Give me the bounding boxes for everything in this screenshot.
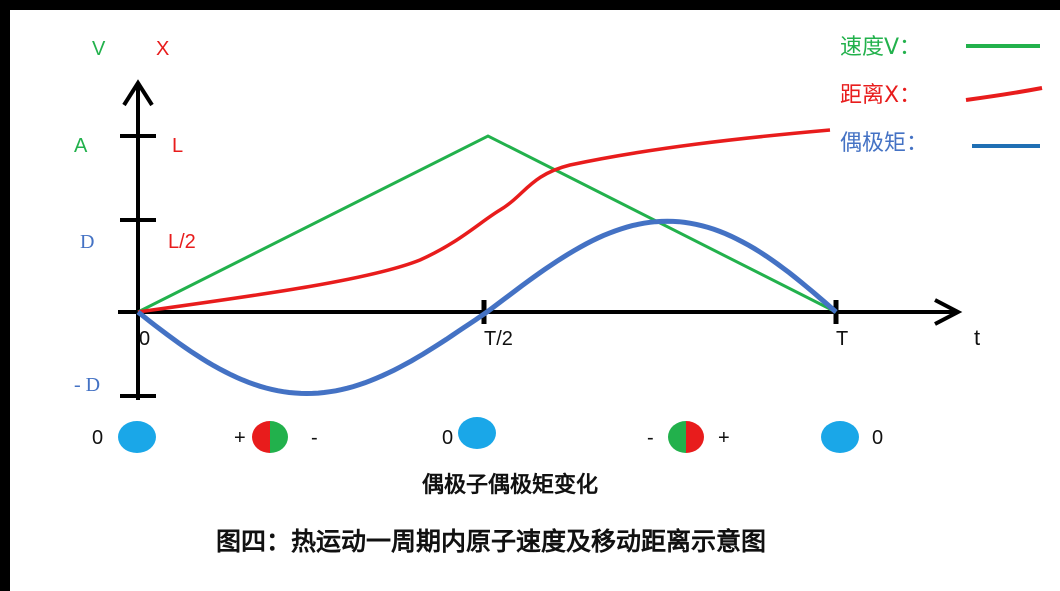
dipole-state-1: 0 [92, 421, 156, 453]
neutral-atom-icon [821, 421, 859, 453]
neutral-atom-icon [118, 421, 156, 453]
tick-label-L-half: L/2 [168, 231, 196, 253]
state-plus-sign: + [718, 427, 730, 449]
speed-curve [137, 134, 837, 314]
thermal-motion-diagram: V X t A L L/2 D - D 0 T/2 T 速度V： 距离X： 偶极… [74, 35, 1043, 556]
axis-label-t: t [974, 325, 980, 350]
dipole-state-2: + - [234, 421, 318, 453]
state-plus-sign: + [234, 427, 246, 449]
time-axis-arrow [934, 298, 963, 326]
tick-label-D: D [80, 231, 94, 253]
tick-label-A: A [74, 135, 88, 157]
axis-label-v: V [92, 38, 106, 60]
legend-dipole-label: 偶极矩： [840, 131, 928, 156]
negative-half-icon [668, 421, 686, 453]
dipole-state-5: 0 [821, 421, 883, 453]
legend-distance-label: 距离X： [840, 83, 921, 108]
legend-speed-label: 速度V： [840, 35, 921, 60]
tick-label-L: L [172, 135, 183, 157]
tick-label-T-half: T/2 [484, 328, 513, 350]
neutral-atom-icon [458, 417, 496, 449]
tick-label-T: T [836, 328, 848, 350]
state-label-zero: 0 [442, 427, 453, 449]
state-minus-sign: - [647, 427, 654, 449]
distance-curve [137, 128, 831, 314]
tick-label-zero: 0 [139, 328, 150, 350]
axis-label-x: X [156, 38, 169, 60]
dipole-curve [136, 218, 838, 397]
figure-caption: 图四：热运动一周期内原子速度及移动距离示意图 [216, 527, 766, 556]
vertical-axis-arrow [122, 79, 154, 107]
positive-half-icon [686, 421, 704, 453]
negative-half-icon [270, 421, 288, 453]
figure-frame: V X t A L L/2 D - D 0 T/2 T 速度V： 距离X： 偶极… [10, 10, 1060, 591]
state-label-zero: 0 [92, 427, 103, 449]
legend-distance-swatch [965, 86, 1043, 102]
tick-label-minus-D: - D [74, 374, 100, 396]
dipole-state-4: - + [647, 421, 730, 453]
state-label-zero: 0 [872, 427, 883, 449]
dipole-caption: 偶极子偶极矩变化 [422, 472, 598, 498]
positive-half-icon [252, 421, 270, 453]
dipole-state-3: 0 [442, 417, 496, 449]
state-minus-sign: - [311, 427, 318, 449]
